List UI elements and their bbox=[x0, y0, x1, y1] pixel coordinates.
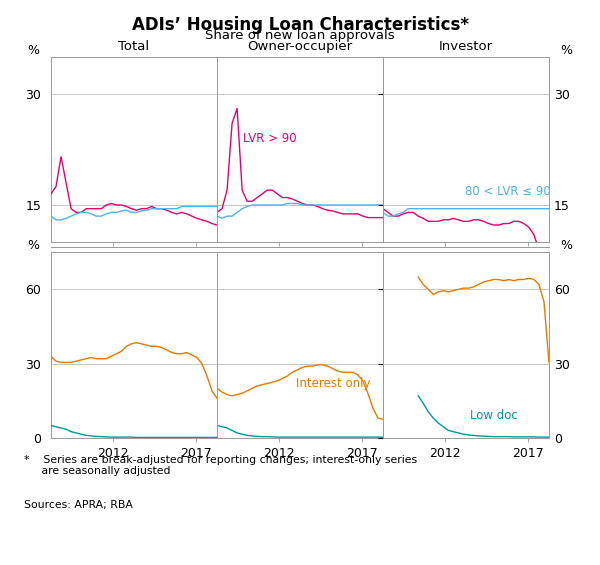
Text: Total: Total bbox=[118, 40, 149, 53]
Text: Low doc: Low doc bbox=[470, 409, 518, 422]
Text: Owner-occupier: Owner-occupier bbox=[247, 40, 353, 53]
Text: ADIs’ Housing Loan Characteristics*: ADIs’ Housing Loan Characteristics* bbox=[131, 16, 469, 34]
Text: Share of new loan approvals: Share of new loan approvals bbox=[205, 29, 395, 42]
Text: LVR > 90: LVR > 90 bbox=[243, 132, 296, 145]
Text: Interest only: Interest only bbox=[296, 377, 370, 390]
Text: %: % bbox=[560, 44, 572, 57]
Text: 80 < LVR ≤ 90: 80 < LVR ≤ 90 bbox=[465, 185, 551, 198]
Text: Sources: APRA; RBA: Sources: APRA; RBA bbox=[24, 500, 133, 510]
Text: Investor: Investor bbox=[439, 40, 493, 53]
Text: *    Series are break-adjusted for reporting changes; interest-only series
     : * Series are break-adjusted for reportin… bbox=[24, 455, 417, 476]
Text: %: % bbox=[27, 239, 39, 252]
Text: %: % bbox=[27, 44, 39, 57]
Text: %: % bbox=[560, 239, 572, 252]
